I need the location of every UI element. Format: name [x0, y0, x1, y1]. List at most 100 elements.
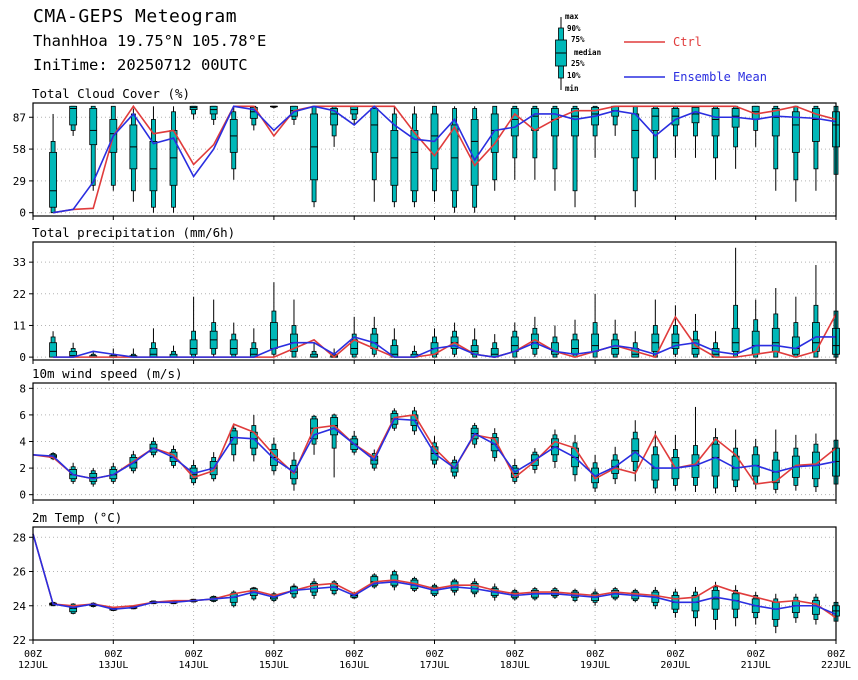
ensemble-mean-line [32, 533, 837, 616]
x-tick-label-date: 14JUL [179, 660, 209, 671]
box-mark [671, 105, 680, 158]
y-tick-label: 24 [13, 600, 27, 613]
box-p10-p90 [572, 105, 578, 192]
box-mark [791, 434, 800, 491]
ensemble-mean-line [53, 336, 836, 358]
x-tick-label-time: 00Z [827, 649, 845, 660]
box-mark [771, 429, 780, 494]
y-tick-label: 22 [13, 634, 26, 647]
box-p25-p75 [711, 589, 720, 610]
box-mark [269, 282, 278, 358]
box-mark [209, 105, 218, 125]
box-mark [89, 105, 98, 191]
location-label: ThanhHoa 19.75°N 105.78°E [33, 32, 267, 50]
x-tick-label-time: 00Z [747, 649, 765, 660]
x-tick-label-time: 00Z [104, 649, 122, 660]
box-mark [189, 105, 198, 120]
box-mark [731, 429, 740, 493]
box-mark [290, 105, 298, 125]
box-mark [109, 105, 118, 191]
box-p10-p90 [552, 105, 558, 170]
box-mark [249, 328, 258, 358]
box-mark [49, 113, 57, 214]
box-p25-p75 [149, 140, 158, 192]
box-mark [591, 105, 599, 158]
y-tick-label: 11 [13, 319, 26, 332]
legend-box-label: 25% [571, 59, 585, 68]
box-mark [49, 331, 57, 358]
y-tick-label: 87 [13, 111, 26, 124]
x-tick-label-date: 19JUL [580, 660, 610, 671]
x-tick-label-date: 13JUL [98, 660, 128, 671]
box-p25-p75 [149, 348, 158, 358]
y-tick-label: 26 [13, 566, 26, 579]
x-tick-label-time: 00Z [24, 649, 42, 660]
box-mark [651, 299, 660, 358]
box-mark [751, 299, 760, 358]
box-p25-p75 [69, 105, 78, 126]
box-mark [450, 322, 459, 358]
box-p25-p75 [591, 333, 599, 352]
box-mark [89, 468, 98, 487]
box-mark [129, 348, 138, 358]
box-mark [69, 342, 78, 358]
box-mark [691, 313, 700, 358]
panel-title: 10m wind speed (m/s) [32, 366, 183, 381]
box-mark [791, 593, 800, 623]
box-mark [450, 106, 459, 213]
box-p25-p75 [771, 327, 780, 352]
box-series [49, 105, 840, 214]
box-p25-p75 [791, 111, 800, 153]
box-mark [370, 316, 379, 358]
box-mark [69, 105, 78, 136]
box-series [49, 406, 840, 494]
legend-mean-label: Ensemble Mean [673, 70, 767, 84]
y-tick-label: 8 [19, 382, 26, 395]
legend-box-label: min [565, 84, 579, 93]
box-mark [310, 105, 318, 208]
box-p25-p75 [330, 108, 339, 126]
box-p10-p90 [90, 105, 96, 186]
box-mark [711, 331, 720, 358]
box-p25-p75 [751, 330, 760, 355]
box-p10-p90 [773, 105, 779, 170]
box-p25-p75 [370, 108, 379, 153]
y-tick-label: 0 [19, 489, 26, 502]
box-p10-p90 [532, 105, 538, 159]
box-p25-p75 [49, 342, 57, 358]
box-mark [530, 105, 539, 180]
box-mark [631, 105, 640, 208]
box-p25-p75 [229, 339, 238, 355]
box-p25-p75 [490, 113, 499, 153]
box-mark [812, 265, 820, 358]
panel-4: 22 24 26 28 2m Temp (°C) [13, 510, 840, 647]
box-mark [189, 296, 198, 358]
box-mark [791, 105, 800, 202]
y-tick-label: 58 [13, 143, 26, 156]
box-mark [149, 106, 158, 213]
ctrl-line [32, 533, 837, 619]
box-mark [731, 247, 740, 358]
box-p25-p75 [631, 438, 640, 462]
y-tick-label: 0 [19, 207, 26, 220]
x-tick-label-time: 00Z [265, 649, 283, 660]
box-p25-p75 [671, 333, 680, 349]
box-mark [671, 305, 680, 358]
box-p25-p75 [189, 339, 198, 355]
panel-1: 0 29 58 87 Total Cloud Cover (%) [13, 86, 840, 220]
box-mark [711, 581, 720, 630]
box-p25-p75 [510, 108, 519, 137]
x-tick-label-date: 17JUL [419, 660, 449, 671]
legend-ctrl-label: Ctrl [673, 35, 702, 49]
box-mark [530, 316, 539, 358]
legend-box-label: 75% [571, 35, 585, 44]
legend-box-label: median [574, 48, 601, 57]
box-p25-p75 [49, 151, 57, 208]
x-tick-label-date: 18JUL [500, 660, 530, 671]
x-tick-label-time: 00Z [185, 649, 203, 660]
box-p25-p75 [269, 322, 278, 349]
box-mark [571, 105, 579, 208]
legend-box-label: 90% [567, 24, 581, 33]
y-tick-label: 33 [13, 256, 26, 269]
